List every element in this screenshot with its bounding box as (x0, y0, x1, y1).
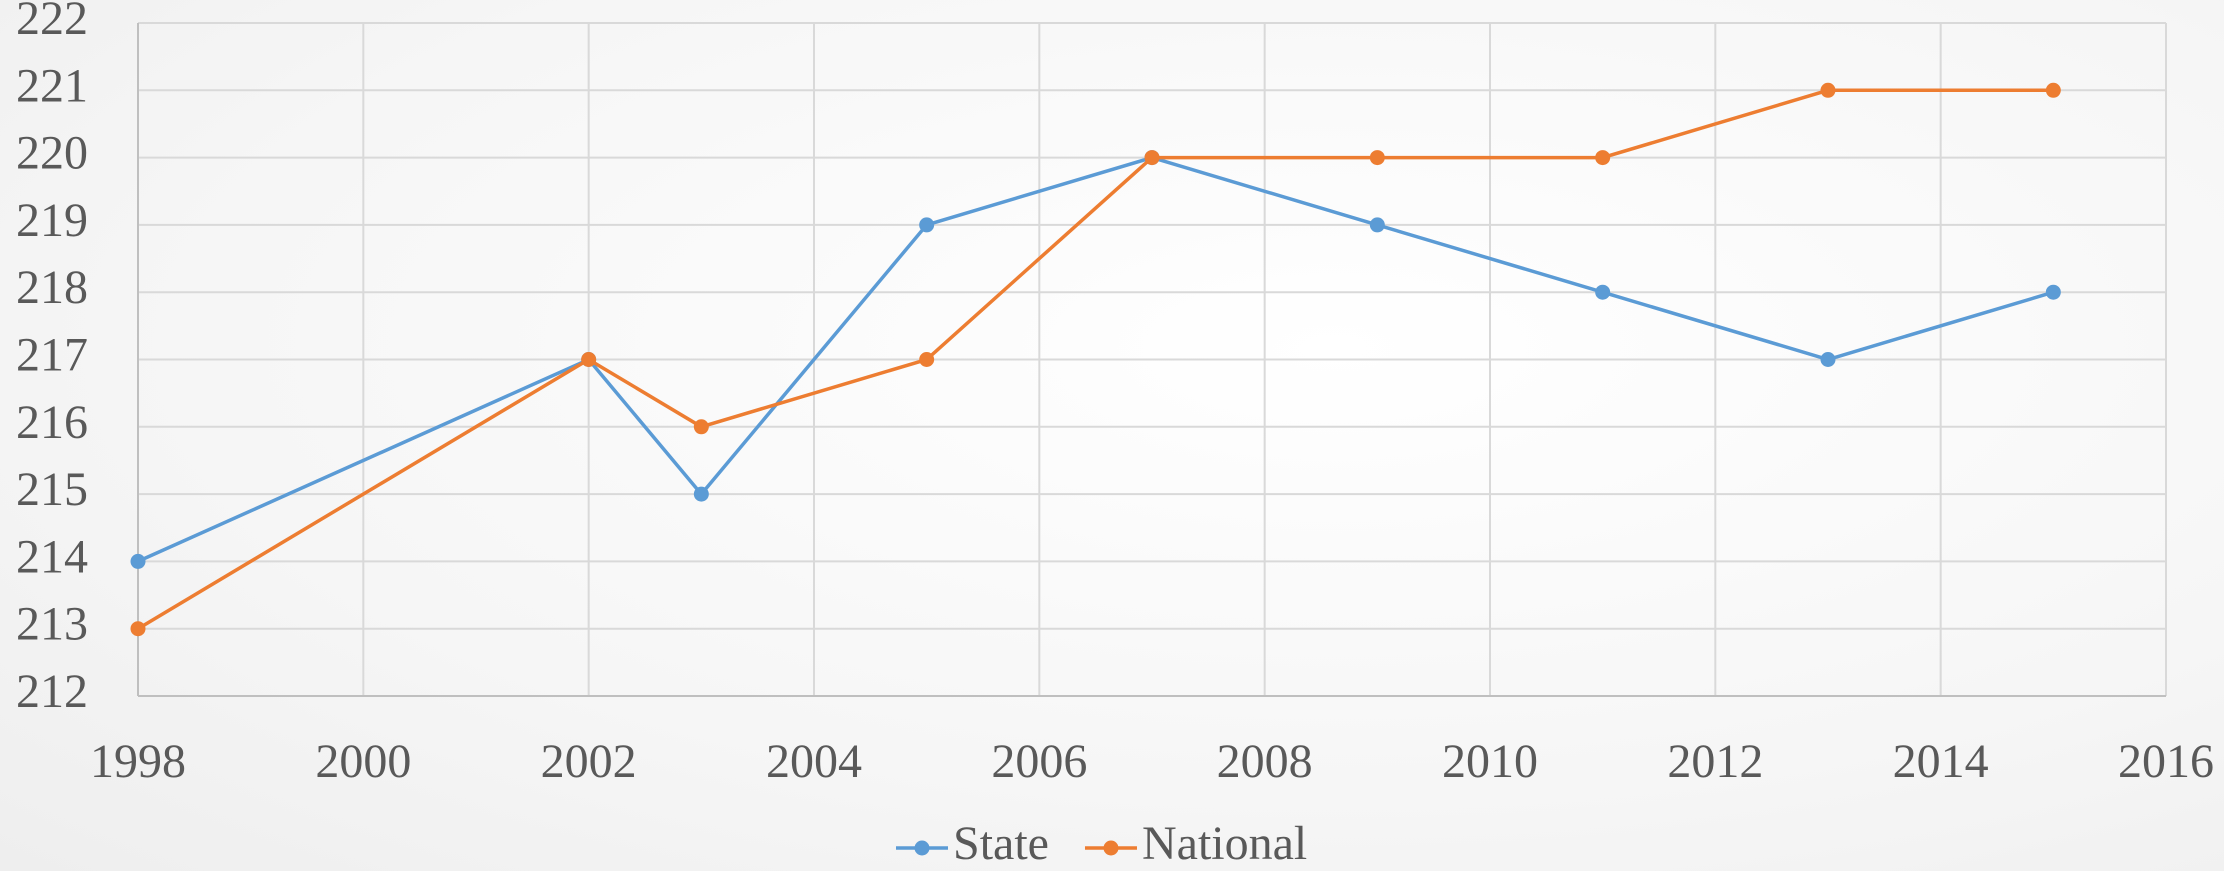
x-tick-label: 2006 (991, 735, 1087, 788)
y-tick-label: 216 (16, 396, 88, 449)
data-point (1369, 150, 1385, 166)
y-tick-label: 213 (16, 598, 88, 651)
data-point (1595, 284, 1611, 300)
y-tick-label: 219 (16, 194, 88, 247)
y-tick-label: 218 (16, 261, 88, 314)
x-tick-label: 2008 (1217, 735, 1313, 788)
y-tick-label: 220 (16, 127, 88, 180)
y-tick-label: 222 (16, 0, 88, 45)
x-tick-label: 2016 (2118, 735, 2214, 788)
legend-label: State (953, 817, 1049, 870)
x-tick-label: 2010 (1442, 735, 1538, 788)
legend-marker (914, 840, 930, 856)
data-point (693, 419, 709, 435)
legend-label: National (1142, 817, 1307, 870)
x-tick-label: 2004 (766, 735, 862, 788)
y-tick-label: 215 (16, 463, 88, 516)
x-tick-label: 2012 (1667, 735, 1763, 788)
data-point (1595, 150, 1611, 166)
y-tick-label: 214 (16, 530, 88, 583)
y-tick-label: 217 (16, 329, 88, 382)
data-point (130, 621, 146, 637)
y-tick-label: 221 (16, 59, 88, 112)
data-point (130, 553, 146, 569)
x-tick-label: 2000 (315, 735, 411, 788)
data-point (581, 352, 597, 367)
data-point (2045, 284, 2061, 300)
legend-marker (1103, 840, 1119, 856)
data-point (693, 486, 709, 502)
x-tick-label: 2014 (1893, 735, 1989, 788)
data-point (1144, 150, 1160, 166)
data-point (1820, 82, 1836, 98)
data-point (1369, 217, 1385, 233)
x-tick-label: 2002 (541, 735, 637, 788)
data-point (919, 217, 935, 233)
x-tick-label: 1998 (90, 735, 186, 788)
data-point (1820, 352, 1836, 367)
data-point (2045, 82, 2061, 98)
data-point (919, 352, 935, 367)
y-tick-label: 212 (16, 665, 88, 718)
